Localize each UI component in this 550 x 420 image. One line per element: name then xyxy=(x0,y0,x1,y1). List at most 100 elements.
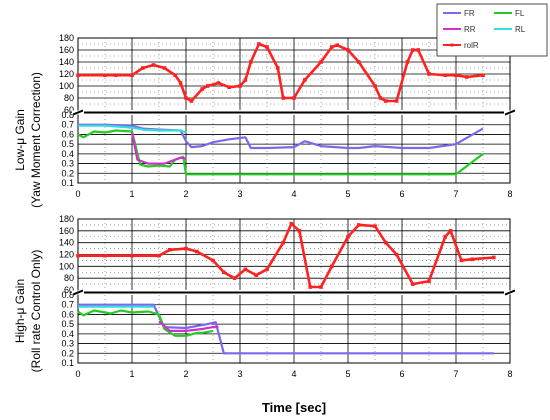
panel-low-mu-ylabel-2: (Yaw Moment Correction) xyxy=(29,72,43,208)
point-rolR xyxy=(330,45,334,49)
axis-break-mark xyxy=(504,290,516,296)
x-tick-label: 5 xyxy=(345,189,350,199)
axis-break-mark xyxy=(504,110,516,116)
point-rolR xyxy=(335,43,339,47)
legend: FR FL RR RL rolR xyxy=(436,3,548,57)
y-tick-upper: 100 xyxy=(59,81,74,91)
x-tick-label: 4 xyxy=(291,189,296,199)
point-rolR xyxy=(378,96,383,100)
point-rolR xyxy=(384,99,388,103)
point-rolR xyxy=(492,255,496,260)
point-rolR xyxy=(162,66,167,70)
y-tick-lower: 0.3 xyxy=(61,339,74,349)
point-rolR xyxy=(205,84,210,88)
series-RL xyxy=(78,124,187,134)
y-tick-lower: 0.8 xyxy=(61,110,74,120)
point-rolR xyxy=(216,81,221,85)
point-rolR xyxy=(330,264,334,269)
point-rolR xyxy=(130,253,134,258)
y-tick-upper: 120 xyxy=(59,250,74,260)
y-tick-upper: 180 xyxy=(59,214,74,224)
y-tick-lower: 0.8 xyxy=(61,290,74,300)
x-tick-label: 5 xyxy=(345,369,350,379)
point-rolR xyxy=(448,229,453,233)
y-tick-upper: 120 xyxy=(59,69,74,79)
x-tick-label: 2 xyxy=(183,189,188,199)
y-tick-lower: 0.2 xyxy=(61,168,74,178)
axis-break-mark xyxy=(72,290,84,296)
point-rolR xyxy=(297,229,302,233)
point-rolR xyxy=(346,234,350,239)
point-rolR xyxy=(189,99,194,103)
legend-marker xyxy=(450,43,454,47)
point-rolR xyxy=(443,234,447,239)
panel-high-mu-ylabel-2: (Roll rate Control Only) xyxy=(29,250,43,373)
point-rolR xyxy=(357,60,361,64)
point-rolR xyxy=(427,72,431,76)
x-tick-label: 1 xyxy=(129,369,134,379)
point-rolR xyxy=(443,73,447,77)
x-tick-label: 2 xyxy=(183,369,188,379)
x-tick-label: 1 xyxy=(129,189,134,199)
legend-label-RR: RR xyxy=(464,25,476,34)
point-rolR xyxy=(319,285,323,289)
point-rolR xyxy=(232,276,237,280)
y-tick-lower: 0.7 xyxy=(61,120,74,130)
y-tick-upper: 160 xyxy=(59,45,74,55)
point-rolR xyxy=(459,258,464,263)
x-tick-label: 0 xyxy=(75,189,80,199)
y-tick-lower: 0.3 xyxy=(61,159,74,169)
point-rolR xyxy=(168,247,172,252)
axis-break-mark xyxy=(504,289,516,295)
point-rolR xyxy=(308,285,312,289)
point-rolR xyxy=(114,73,118,77)
point-rolR xyxy=(481,73,485,77)
axis-break-mark xyxy=(72,109,84,115)
point-rolR xyxy=(249,60,253,64)
x-tick-label: 7 xyxy=(453,369,458,379)
point-rolR xyxy=(411,282,415,286)
point-rolR xyxy=(222,270,226,275)
y-tick-lower: 0.7 xyxy=(61,300,74,310)
point-rolR xyxy=(357,223,361,227)
x-tick-label: 3 xyxy=(237,189,242,199)
point-rolR xyxy=(416,48,420,52)
point-rolR xyxy=(254,273,258,278)
point-rolR xyxy=(243,267,248,272)
point-rolR xyxy=(151,63,156,67)
panel-high-mu-ylabel-1: High-μ Gain xyxy=(13,279,27,343)
point-rolR xyxy=(157,253,161,258)
point-rolR xyxy=(289,221,294,226)
y-tick-upper: 140 xyxy=(59,57,74,67)
point-rolR xyxy=(373,224,377,228)
y-tick-lower: 0.2 xyxy=(61,348,74,358)
x-tick-label: 7 xyxy=(453,189,458,199)
x-tick-label: 6 xyxy=(399,369,404,379)
point-rolR xyxy=(238,84,242,88)
point-rolR xyxy=(281,96,285,100)
point-rolR xyxy=(184,246,188,251)
y-tick-upper: 60 xyxy=(64,285,74,295)
y-tick-lower: 0.4 xyxy=(61,149,74,159)
point-rolR xyxy=(141,66,145,70)
point-rolR xyxy=(200,87,204,91)
x-tick-label: 3 xyxy=(237,369,242,379)
point-rolR xyxy=(103,73,107,77)
axis-break-mark xyxy=(504,109,516,115)
legend-label-FL: FL xyxy=(515,9,525,18)
legend-label-rolR: rolR xyxy=(464,41,479,50)
panel-low-mu-ylabel-1: Low-μ Gain xyxy=(13,109,27,171)
y-tick-lower: 0.1 xyxy=(61,178,74,188)
point-rolR xyxy=(265,267,269,272)
point-rolR xyxy=(373,84,377,88)
point-rolR xyxy=(454,73,458,77)
y-tick-lower: 0.5 xyxy=(61,319,74,329)
point-rolR xyxy=(303,78,307,82)
point-rolR xyxy=(470,257,474,262)
series-RR xyxy=(158,320,219,332)
point-rolR xyxy=(130,73,134,77)
point-rolR xyxy=(184,96,188,100)
axis-break-mark xyxy=(72,110,84,116)
point-rolR xyxy=(173,73,177,77)
